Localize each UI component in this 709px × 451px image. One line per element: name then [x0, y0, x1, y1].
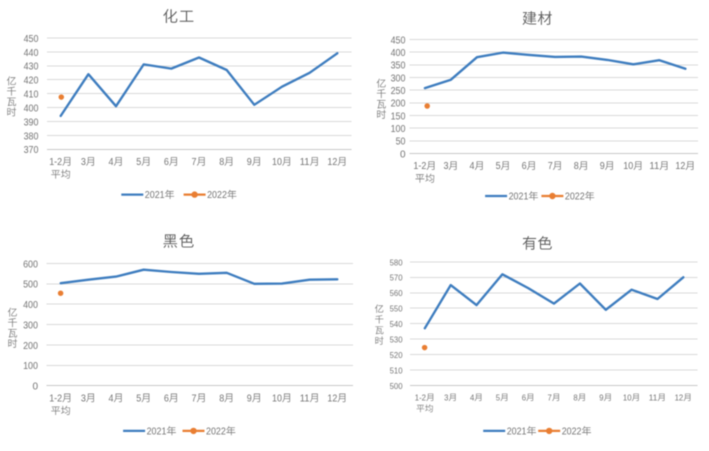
- svg-text:4: 4: [470, 392, 474, 402]
- svg-text:3: 3: [81, 157, 86, 168]
- svg-text:2022: 2022: [565, 192, 585, 203]
- svg-text:11: 11: [300, 393, 310, 404]
- svg-text:440: 440: [24, 48, 39, 59]
- svg-text:2022: 2022: [206, 427, 226, 438]
- svg-text:8: 8: [219, 393, 224, 404]
- svg-text:200: 200: [391, 99, 406, 110]
- svg-text:2021: 2021: [147, 427, 167, 438]
- svg-text:1-2: 1-2: [415, 392, 426, 402]
- svg-text:3: 3: [81, 393, 86, 404]
- svg-text:150: 150: [391, 111, 406, 122]
- svg-text:5: 5: [496, 161, 501, 172]
- svg-text:4: 4: [470, 161, 475, 172]
- svg-text:510: 510: [390, 365, 403, 375]
- svg-text:11: 11: [649, 161, 659, 172]
- svg-text:9: 9: [247, 157, 252, 168]
- svg-text:10: 10: [623, 161, 633, 172]
- svg-text:7: 7: [192, 157, 197, 168]
- svg-text:8: 8: [219, 157, 224, 168]
- svg-text:430: 430: [24, 62, 39, 73]
- svg-text:5: 5: [136, 157, 141, 168]
- svg-text:5: 5: [496, 392, 500, 402]
- svg-text:250: 250: [391, 86, 406, 97]
- svg-text:11: 11: [649, 392, 658, 402]
- svg-text:200: 200: [23, 341, 38, 352]
- svg-text:9: 9: [600, 161, 605, 172]
- svg-text:7: 7: [548, 392, 552, 402]
- svg-text:0: 0: [32, 382, 38, 393]
- svg-text:370: 370: [24, 145, 39, 156]
- svg-text:100: 100: [391, 124, 406, 135]
- svg-text:6: 6: [164, 393, 169, 404]
- svg-text:580: 580: [390, 257, 403, 267]
- svg-text:570: 570: [390, 273, 403, 283]
- svg-text:400: 400: [391, 48, 406, 59]
- svg-text:6: 6: [522, 161, 527, 172]
- svg-text:2022: 2022: [207, 190, 227, 201]
- svg-text:450: 450: [24, 34, 39, 45]
- svg-text:400: 400: [24, 104, 39, 115]
- svg-text:12: 12: [675, 392, 684, 402]
- svg-text:12: 12: [675, 161, 685, 172]
- svg-text:2021: 2021: [507, 427, 527, 438]
- svg-text:6: 6: [522, 392, 526, 402]
- svg-text:2022: 2022: [562, 427, 582, 438]
- svg-text:300: 300: [391, 73, 406, 84]
- svg-text:350: 350: [391, 61, 406, 72]
- svg-text:450: 450: [391, 35, 406, 46]
- svg-text:9: 9: [599, 392, 603, 402]
- svg-text:600: 600: [23, 259, 38, 270]
- svg-text:520: 520: [390, 350, 403, 360]
- svg-text:8: 8: [573, 392, 577, 402]
- svg-text:560: 560: [390, 288, 403, 298]
- svg-text:4: 4: [109, 393, 114, 404]
- svg-text:12: 12: [327, 157, 337, 168]
- svg-text:550: 550: [390, 304, 403, 314]
- svg-text:5: 5: [136, 393, 141, 404]
- svg-text:11: 11: [300, 157, 310, 168]
- svg-text:1-2: 1-2: [49, 157, 62, 168]
- svg-text:4: 4: [109, 157, 114, 168]
- svg-text:10: 10: [623, 392, 632, 402]
- svg-text:380: 380: [24, 131, 39, 142]
- svg-text:420: 420: [24, 76, 39, 87]
- svg-text:540: 540: [390, 319, 403, 329]
- svg-text:10: 10: [272, 393, 282, 404]
- svg-text:3: 3: [444, 161, 449, 172]
- svg-text:7: 7: [548, 161, 553, 172]
- svg-text:500: 500: [23, 280, 38, 291]
- svg-text:12: 12: [327, 393, 337, 404]
- svg-text:7: 7: [192, 393, 197, 404]
- svg-text:6: 6: [164, 157, 169, 168]
- svg-text:100: 100: [23, 361, 38, 372]
- svg-text:1-2: 1-2: [49, 393, 62, 404]
- svg-text:50: 50: [396, 137, 406, 148]
- svg-text:410: 410: [24, 90, 39, 101]
- svg-text:1-2: 1-2: [413, 161, 426, 172]
- svg-text:2021: 2021: [145, 190, 165, 201]
- svg-text:300: 300: [23, 320, 38, 331]
- svg-text:8: 8: [574, 161, 579, 172]
- svg-text:400: 400: [23, 300, 38, 311]
- svg-text:390: 390: [24, 117, 39, 128]
- svg-text:530: 530: [390, 335, 403, 345]
- svg-text:10: 10: [272, 157, 282, 168]
- svg-text:500: 500: [390, 381, 403, 391]
- svg-text:2021: 2021: [509, 192, 529, 203]
- svg-text:0: 0: [400, 149, 406, 160]
- svg-text:9: 9: [247, 393, 252, 404]
- svg-text:3: 3: [444, 392, 448, 402]
